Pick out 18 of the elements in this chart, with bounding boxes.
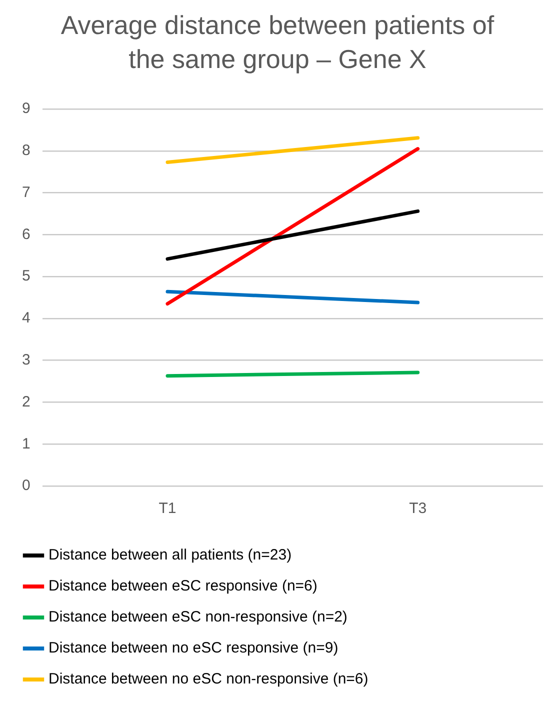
legend-label: Distance between all patients (n=23) (48, 546, 292, 564)
y-tick-label: 6 (22, 226, 30, 243)
y-tick-label: 7 (22, 184, 30, 201)
legend-label: Distance between eSC non-responsive (n=2) (48, 608, 348, 626)
y-tick-label: 5 (22, 268, 30, 285)
y-tick-label: 3 (22, 351, 30, 368)
legend-label: Distance between eSC responsive (n=6) (48, 578, 318, 595)
y-tick-label: 8 (22, 142, 30, 160)
y-tick-label: 9 (22, 100, 30, 118)
y-tick-label: 2 (22, 393, 30, 410)
chart-title: Average distance between patients of the same group – Gene X (60, 9, 496, 76)
legend-label: Distance between no eSC non-responsive (n=6) (48, 670, 368, 688)
x-tick-label: T3 (409, 500, 427, 518)
y-tick-label: 0 (22, 477, 30, 494)
y-tick-label: 1 (22, 435, 30, 452)
x-tick-label: T1 (158, 500, 176, 518)
legend-label: Distance between no eSC responsive (n=9) (48, 640, 338, 657)
y-tick-label: 4 (22, 310, 30, 327)
